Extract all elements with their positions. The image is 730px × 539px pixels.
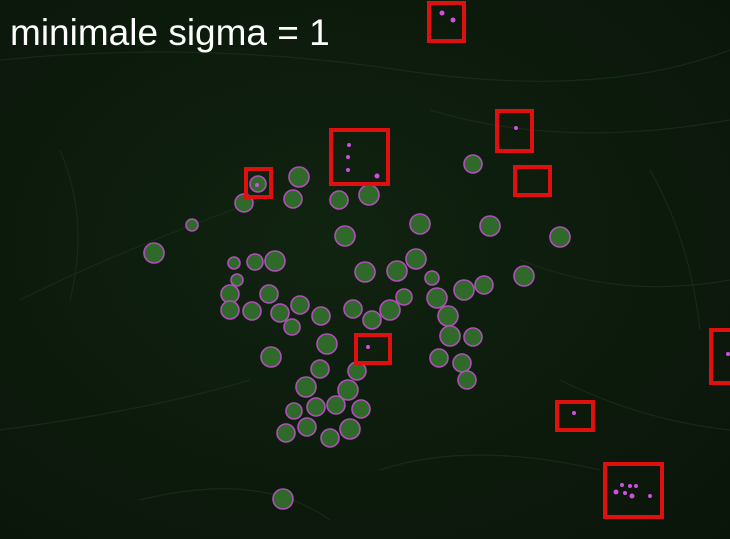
cell-marker <box>259 284 279 304</box>
cell-layer <box>143 154 571 510</box>
cell-marker <box>479 215 501 237</box>
cell-marker <box>220 300 240 320</box>
cell-marker <box>320 428 340 448</box>
cell-marker <box>362 310 382 330</box>
cell-marker <box>185 218 199 232</box>
cell-marker <box>297 417 317 437</box>
highlight-box <box>555 400 595 432</box>
cell-marker <box>283 189 303 209</box>
highlight-box <box>329 128 390 186</box>
detection-spot <box>346 155 350 159</box>
cell-marker <box>285 402 303 420</box>
cell-marker <box>283 318 301 336</box>
cell-marker <box>452 353 472 373</box>
cell-marker <box>457 370 477 390</box>
cell-marker <box>329 190 349 210</box>
cell-marker <box>409 213 431 235</box>
detection-spot <box>629 493 635 499</box>
cell-marker <box>242 301 262 321</box>
detection-spot <box>439 10 445 16</box>
detection-spot <box>374 173 380 179</box>
highlight-box <box>709 328 730 385</box>
cell-marker <box>429 348 449 368</box>
cell-marker <box>246 253 264 271</box>
highlight-box <box>603 462 664 519</box>
detection-spot <box>346 168 350 172</box>
cell-marker <box>463 327 483 347</box>
cell-marker <box>264 250 286 272</box>
cell-marker <box>474 275 494 295</box>
cell-marker <box>227 256 241 270</box>
cell-marker <box>358 184 380 206</box>
highlight-box <box>244 167 273 199</box>
cell-marker <box>311 306 331 326</box>
image-caption: minimale sigma = 1 <box>10 12 330 53</box>
detection-spot <box>620 483 624 487</box>
cell-marker <box>424 270 440 286</box>
cell-marker <box>290 295 310 315</box>
detection-spot <box>255 183 259 187</box>
cell-marker <box>230 273 244 287</box>
detection-spot <box>634 484 638 488</box>
cell-marker <box>395 288 413 306</box>
cell-marker <box>339 418 361 440</box>
detection-spot <box>623 491 627 495</box>
cell-marker <box>426 287 448 309</box>
cell-marker <box>260 346 282 368</box>
cell-marker <box>337 379 359 401</box>
detection-spot <box>572 411 576 415</box>
cell-marker <box>354 261 376 283</box>
detection-spot <box>514 126 518 130</box>
cell-marker <box>343 299 363 319</box>
detection-spot <box>726 352 730 356</box>
highlight-box <box>513 165 552 197</box>
cell-marker <box>453 279 475 301</box>
cell-marker <box>306 397 326 417</box>
fibre-texture <box>0 49 730 521</box>
cell-marker <box>276 423 296 443</box>
cell-marker <box>310 359 330 379</box>
highlight-box <box>427 1 466 43</box>
detection-spot <box>450 17 456 23</box>
detection-spot <box>366 345 370 349</box>
cell-marker <box>463 154 483 174</box>
cell-marker <box>295 376 317 398</box>
detection-spot <box>613 489 619 495</box>
cell-marker <box>272 488 294 510</box>
cell-marker <box>334 225 356 247</box>
cell-marker <box>437 305 459 327</box>
cell-marker <box>143 242 165 264</box>
highlight-box <box>354 333 392 365</box>
cell-marker <box>405 248 427 270</box>
detection-spot <box>347 143 351 147</box>
cell-marker <box>288 166 310 188</box>
highlight-box <box>495 109 534 153</box>
cell-marker <box>270 303 290 323</box>
cell-marker <box>316 333 338 355</box>
cell-marker <box>351 399 371 419</box>
box-layer <box>244 1 730 519</box>
cell-marker <box>549 226 571 248</box>
spot-layer <box>255 10 730 499</box>
cell-marker <box>379 299 401 321</box>
cell-marker <box>513 265 535 287</box>
cell-marker <box>386 260 408 282</box>
detection-spot <box>628 484 632 488</box>
cell-marker <box>326 395 346 415</box>
detection-spot <box>648 494 652 498</box>
cell-marker <box>439 325 461 347</box>
